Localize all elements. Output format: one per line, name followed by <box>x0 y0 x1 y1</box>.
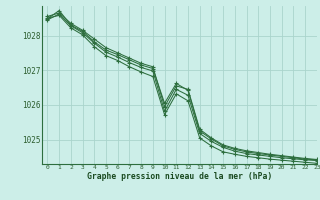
X-axis label: Graphe pression niveau de la mer (hPa): Graphe pression niveau de la mer (hPa) <box>87 172 272 181</box>
